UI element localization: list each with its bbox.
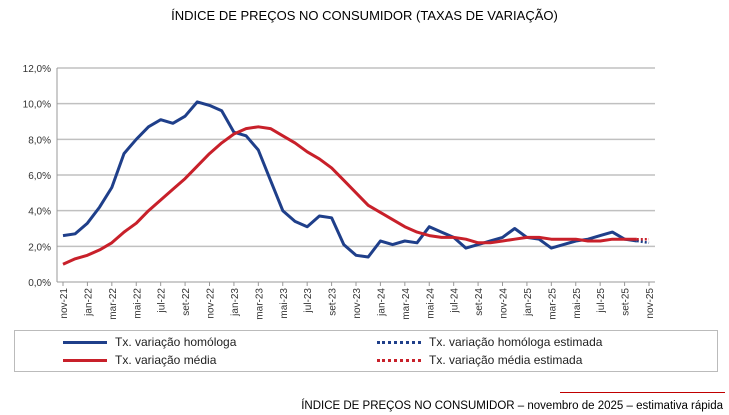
- legend-swatch: [63, 358, 107, 362]
- y-tick-label: 4,0%: [28, 207, 51, 218]
- x-tick-label: jul-24: [450, 288, 461, 314]
- y-tick-label: 2,0%: [28, 242, 51, 253]
- chart-title: ÍNDICE DE PREÇOS NO CONSUMIDOR (TAXAS DE…: [171, 8, 558, 23]
- legend-swatch: [377, 358, 421, 362]
- series-line-0: [62, 100, 638, 259]
- x-tick-label: nov-22: [206, 288, 217, 319]
- x-tick-label: mar-23: [254, 288, 265, 320]
- chart-plot: 0,0% 2,0% 4,0% 6,0% 8,0% 10,0% 12,0% nov-21 jan-…: [23, 64, 656, 320]
- legend-item-media: Tx. variação média: [63, 353, 216, 367]
- x-tick-label: jan-22: [83, 288, 94, 317]
- x-tick-label: jan-25: [523, 288, 534, 317]
- x-tick-label: set-25: [621, 288, 632, 316]
- legend-label: Tx. variação média estimada: [429, 353, 583, 367]
- x-tick-label: jul-25: [596, 288, 607, 314]
- x-tick-label: nov-24: [499, 288, 510, 319]
- x-tick-label: mai-25: [572, 288, 583, 319]
- x-tick-label: jan-24: [376, 288, 387, 317]
- x-tick-label: jul-22: [157, 288, 168, 314]
- x-tick-label: mai-23: [279, 288, 290, 319]
- y-tick-label: 12,0%: [23, 64, 51, 75]
- x-tick-label: nov-21: [59, 288, 70, 319]
- x-tick-label: jan-23: [230, 288, 241, 317]
- footer-text: ÍNDICE DE PREÇOS NO CONSUMIDOR – novembr…: [301, 400, 723, 412]
- x-tick-label: mar-22: [108, 288, 119, 320]
- x-tick-label: mai-24: [425, 288, 436, 319]
- x-tick-label: mai-22: [132, 288, 143, 319]
- legend-item-homologa-estimada: Tx. variação homóloga estimada: [377, 335, 602, 349]
- x-tick-label: nov-25: [645, 288, 656, 319]
- legend-item-homologa: Tx. variação homóloga: [63, 335, 236, 349]
- legend-swatch: [377, 340, 421, 344]
- legend-item-media-estimada: Tx. variação média estimada: [377, 353, 582, 367]
- x-tick-label: mar-24: [401, 288, 412, 320]
- y-tick-label: 10,0%: [23, 100, 51, 111]
- legend: Tx. variação homóloga Tx. variação média…: [14, 330, 718, 372]
- x-tick-label: set-22: [181, 288, 192, 316]
- y-tick-label: 6,0%: [28, 171, 51, 182]
- legend-swatch: [63, 340, 107, 344]
- footer-divider: [560, 392, 725, 393]
- x-tick-label: nov-23: [352, 288, 363, 319]
- y-tick-label: 0,0%: [28, 278, 51, 289]
- series-line-1: [62, 125, 637, 266]
- legend-label: Tx. variação média: [115, 353, 217, 367]
- x-tick-label: mar-25: [547, 288, 558, 320]
- series-line-2: [636, 239, 650, 245]
- legend-label: Tx. variação homóloga: [115, 335, 237, 349]
- x-tick-label: set-23: [328, 288, 339, 316]
- legend-label: Tx. variação homóloga estimada: [429, 335, 603, 349]
- y-tick-label: 8,0%: [28, 135, 51, 146]
- x-tick-label: set-24: [474, 288, 485, 316]
- x-tick-label: jul-23: [303, 288, 314, 314]
